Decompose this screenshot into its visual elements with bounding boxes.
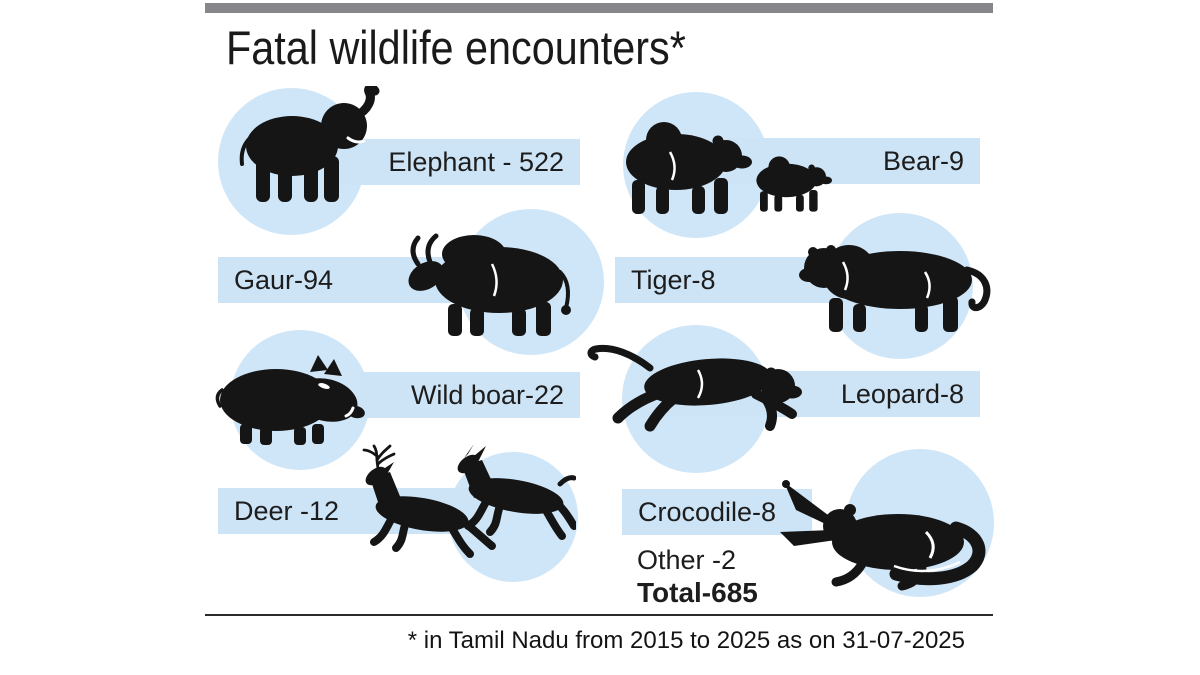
- gaur-icon: [408, 233, 571, 336]
- deer-label: Deer -12: [234, 495, 340, 526]
- gaur-label: Gaur-94: [234, 264, 334, 295]
- top-accent-bar: [205, 3, 993, 13]
- bottom-divider: [205, 614, 993, 616]
- elephant-label: Elephant - 522: [388, 146, 564, 177]
- wild-boar-icon: [215, 355, 365, 445]
- footnote-text: * in Tamil Nadu from 2015 to 2025 as on …: [407, 627, 965, 654]
- bear-icon: [626, 122, 832, 214]
- leopard-label: Leopard-8: [840, 378, 964, 409]
- bear-label: Bear-9: [882, 145, 964, 176]
- crocodile-label: Crocodile-8: [638, 496, 777, 527]
- deer-icon: [362, 444, 576, 558]
- crocodile-icon: [780, 480, 986, 591]
- leopard-icon: [587, 344, 802, 432]
- infographic-title: Fatal wildlife encounters*: [226, 21, 686, 74]
- wild-boar-label-bar: Wild boar-22: [360, 372, 580, 418]
- wild-boar-label: Wild boar-22: [410, 379, 564, 410]
- other-count-label: Other -2: [637, 545, 737, 575]
- elephant-icon: [239, 86, 380, 202]
- total-count-label: Total-685: [637, 577, 758, 608]
- tiger-label: Tiger-8: [631, 264, 716, 295]
- elephant-label-bar: Elephant - 522: [340, 139, 580, 185]
- crocodile-label-bar: Crocodile-8: [622, 489, 812, 535]
- bear-cub-icon: [756, 156, 832, 212]
- tiger-icon: [799, 245, 991, 332]
